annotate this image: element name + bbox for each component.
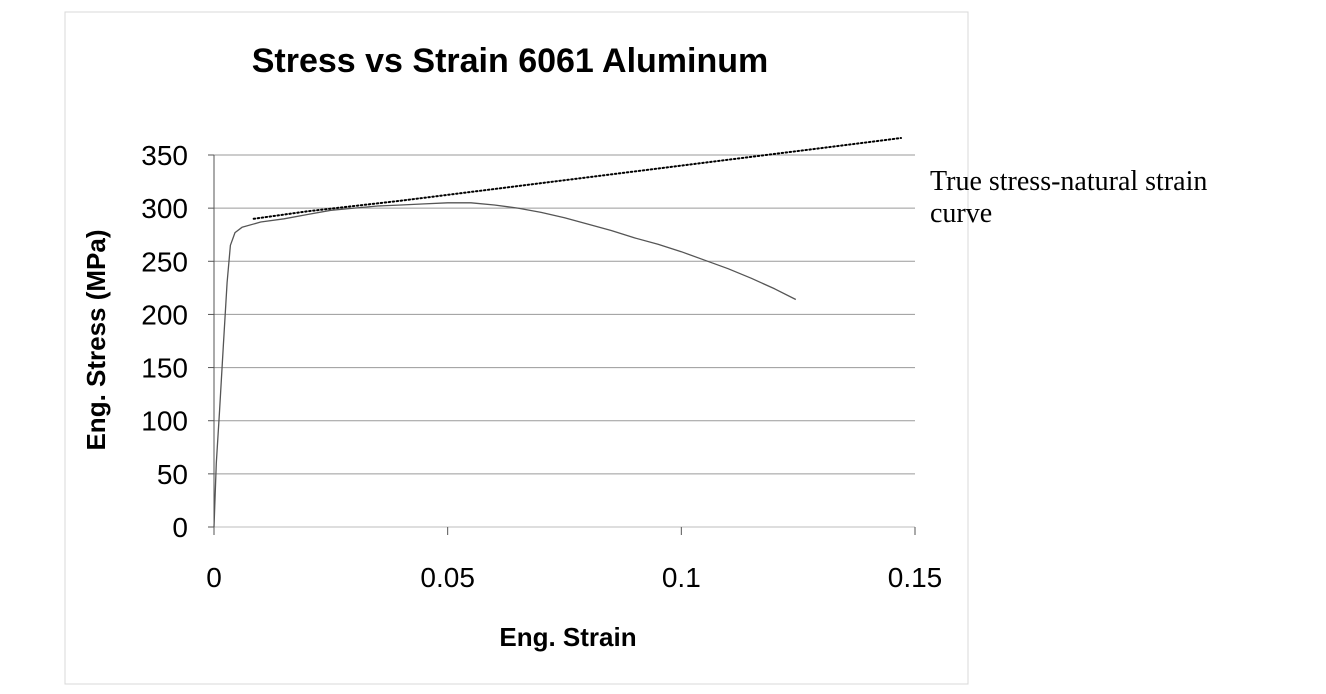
tick-labels: 0 50 100 150 200 250 300 350 0 0.05 0.1 0.15 xyxy=(141,140,942,593)
y-tick-label: 300 xyxy=(141,193,188,224)
axes xyxy=(208,154,916,535)
annotation-line-2: curve xyxy=(930,198,992,229)
annotation-true-stress: True stress-natural strain curve xyxy=(930,166,1214,229)
x-tick-label: 0 xyxy=(206,562,222,593)
x-axis-label: Eng. Strain xyxy=(499,622,636,652)
y-tick-label: 150 xyxy=(141,353,188,384)
series-true-stress-dotted-line xyxy=(252,137,902,220)
y-tick-label: 250 xyxy=(141,246,188,277)
y-tick-label: 0 xyxy=(172,512,188,543)
chart-title: Stress vs Strain 6061 Aluminum xyxy=(252,42,769,80)
y-axis-label: Eng. Stress (MPa) xyxy=(81,229,111,450)
series xyxy=(213,137,902,528)
y-tick-label: 100 xyxy=(141,406,188,437)
annotation-line-1: True stress-natural strain xyxy=(930,166,1207,197)
x-tick-label: 0.05 xyxy=(420,562,475,593)
y-tick-label: 50 xyxy=(157,459,188,490)
y-tick-label: 200 xyxy=(141,299,188,330)
x-tick-label: 0.1 xyxy=(662,562,701,593)
y-tick-label: 350 xyxy=(141,140,188,171)
series-engineering-stress-line xyxy=(213,202,797,528)
x-tick-label: 0.15 xyxy=(888,562,943,593)
chart-frame xyxy=(64,11,969,685)
